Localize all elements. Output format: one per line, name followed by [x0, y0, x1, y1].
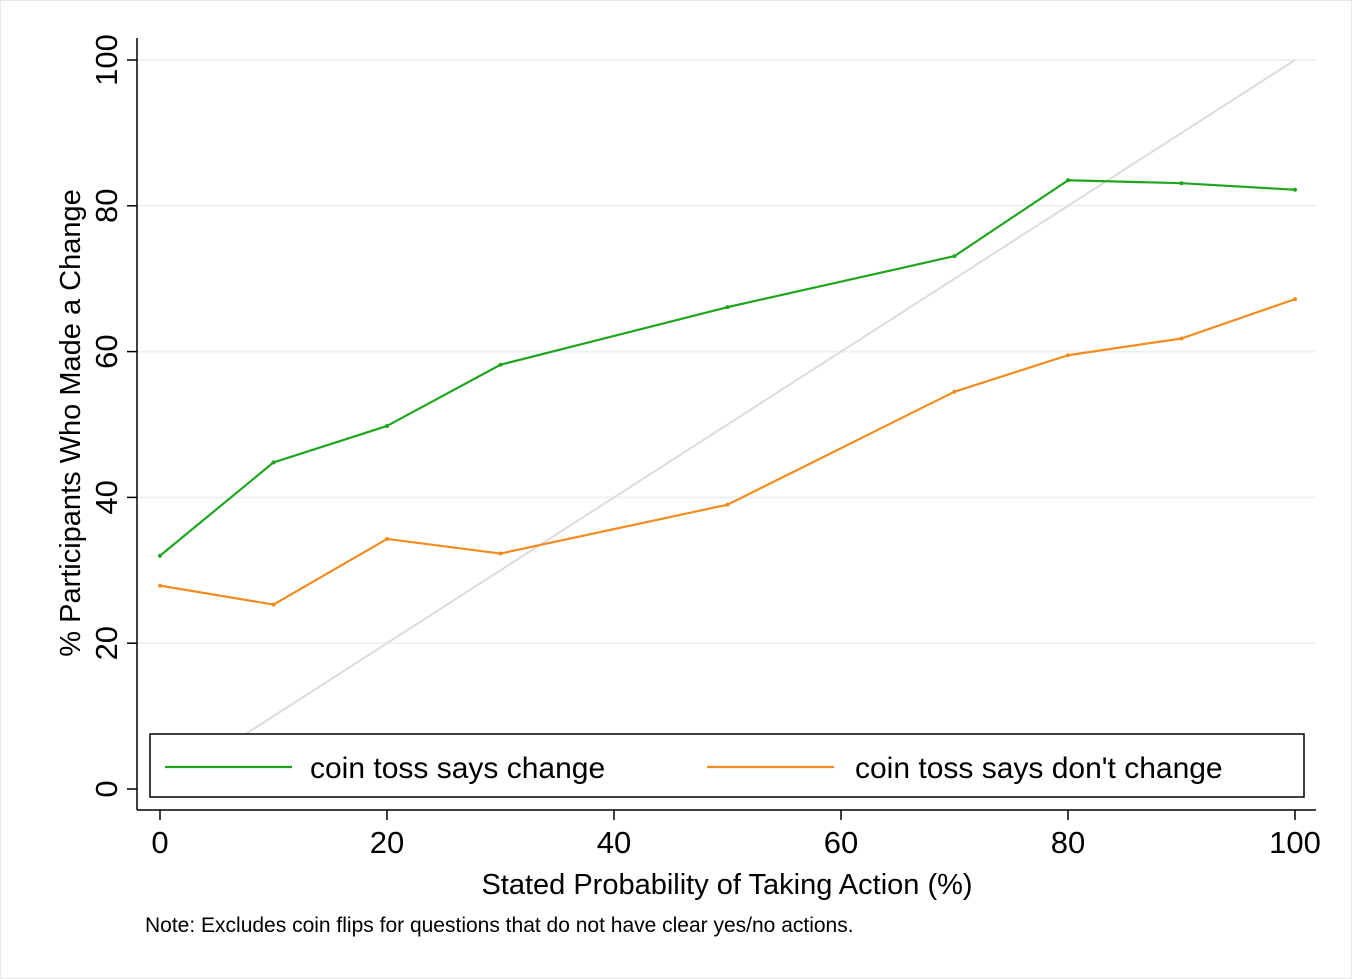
series-0-point-100: [1293, 187, 1297, 192]
y-tick-label-80: 80: [89, 189, 124, 223]
legend-label-dont-change: coin toss says don't change: [855, 752, 1223, 785]
series-1-point-30: [498, 551, 503, 556]
series-1-point-80: [1066, 353, 1070, 358]
x-tick-label-20: 20: [370, 825, 404, 860]
x-axis-title: Stated Probability of Taking Action (%): [481, 869, 972, 901]
series-0-point-20: [385, 423, 389, 428]
legend-label-change: coin toss says change: [310, 752, 605, 785]
legend: coin toss says change coin toss says don…: [149, 733, 1305, 798]
axes: 0 20 40 60 80 100 0 20 40 60 80 100: [89, 34, 1321, 860]
series-0-point-10: [271, 460, 276, 465]
series-1-point-20: [385, 536, 389, 541]
y-tick-label-20: 20: [89, 626, 124, 660]
reference-line: [159, 59, 1296, 790]
reference-line-layer: [159, 59, 1296, 790]
y-tick-label-100: 100: [89, 34, 124, 86]
series-1-point-70: [952, 389, 957, 394]
series-0-point-70: [952, 254, 957, 259]
chart-note: Note: Excludes coin flips for questions …: [145, 914, 854, 937]
y-axis-title: % Participants Who Made a Change: [55, 189, 87, 656]
y-tick-label-60: 60: [89, 334, 124, 368]
x-tick-label-60: 60: [824, 825, 858, 860]
y-tick-label-0: 0: [89, 780, 124, 797]
series-1-point-90: [1179, 336, 1184, 341]
series-0-point-50: [725, 305, 730, 310]
series-line-0: [159, 179, 1296, 557]
series-line-1: [159, 298, 1296, 606]
y-tick-label-40: 40: [89, 480, 124, 514]
series-0-point-80: [1066, 178, 1070, 183]
x-tick-label-80: 80: [1051, 825, 1085, 860]
series-1-point-100: [1293, 297, 1297, 302]
series-1-point-50: [725, 502, 730, 507]
series-0-point-30: [498, 362, 503, 367]
legend-box: [149, 733, 1305, 798]
series-0-point-0: [158, 553, 162, 558]
x-tick-label-0: 0: [151, 825, 168, 860]
series-1-point-0: [158, 583, 162, 588]
series-1-point-10: [271, 602, 276, 607]
x-tick-label-100: 100: [1269, 825, 1321, 860]
x-tick-label-40: 40: [597, 825, 631, 860]
series-layer: [158, 178, 1297, 607]
gridlines: [137, 59, 1316, 645]
series-0-point-90: [1179, 181, 1184, 186]
